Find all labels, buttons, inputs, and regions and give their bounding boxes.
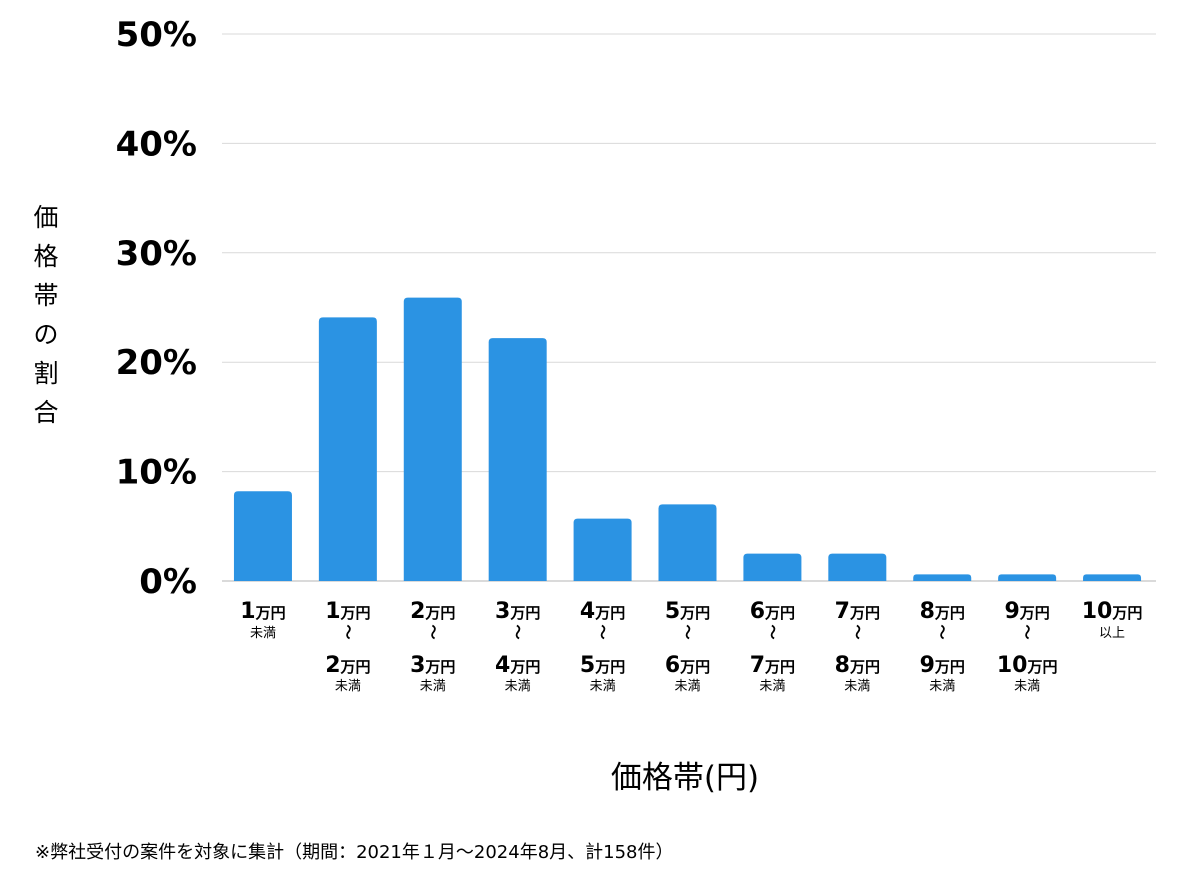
x-tick-tilde: 〜 bbox=[679, 624, 697, 639]
x-tick-price: 10万円 bbox=[997, 653, 1058, 678]
x-tick-note: 以上 bbox=[1099, 626, 1125, 641]
y-axis-label-char: の bbox=[33, 320, 58, 349]
x-tick-price: 5万円 bbox=[665, 599, 710, 624]
x-tick-tilde: 〜 bbox=[1018, 624, 1036, 639]
footnote: ※弊社受付の案件を対象に集計（期間：2021年１月〜2024年8月、計158件） bbox=[35, 842, 674, 863]
x-tick-tilde: 〜 bbox=[594, 624, 612, 639]
x-tick-tilde: 〜 bbox=[763, 624, 781, 639]
x-tick-price: 9万円 bbox=[1004, 599, 1049, 624]
bar bbox=[913, 574, 972, 581]
y-axis-label-char: 価 bbox=[33, 203, 58, 232]
y-tick-label: 50% bbox=[116, 15, 197, 55]
bar bbox=[998, 574, 1057, 581]
y-axis-label-char: 合 bbox=[33, 398, 58, 427]
x-tick-price: 7万円 bbox=[750, 653, 795, 678]
x-tick-note: 未満 bbox=[505, 679, 531, 694]
x-tick-note: 未満 bbox=[335, 679, 361, 694]
x-tick-price: 2万円 bbox=[325, 653, 370, 678]
x-tick-price: 4万円 bbox=[580, 599, 625, 624]
x-tick-note: 未満 bbox=[1014, 679, 1040, 694]
x-tick-price: 5万円 bbox=[580, 653, 625, 678]
x-tick-tilde: 〜 bbox=[424, 624, 442, 639]
x-tick-note: 未満 bbox=[844, 679, 870, 694]
bar bbox=[658, 504, 717, 581]
x-tick-price: 9万円 bbox=[920, 653, 965, 678]
y-tick-label: 20% bbox=[116, 343, 197, 383]
x-tick-price: 8万円 bbox=[835, 653, 880, 678]
x-tick-tilde: 〜 bbox=[339, 624, 357, 639]
x-tick-note: 未満 bbox=[590, 679, 616, 694]
x-tick-note: 未満 bbox=[420, 679, 446, 694]
x-tick-note: 未満 bbox=[250, 626, 276, 641]
x-tick-price: 7万円 bbox=[835, 599, 880, 624]
x-tick-price: 10万円 bbox=[1082, 599, 1143, 624]
y-tick-label: 40% bbox=[116, 124, 197, 164]
x-tick-price: 6万円 bbox=[665, 653, 710, 678]
x-axis-label: 価格帯(円) bbox=[610, 760, 760, 796]
x-tick-price: 1万円 bbox=[325, 599, 370, 624]
y-tick-label: 30% bbox=[116, 234, 197, 274]
x-tick-tilde: 〜 bbox=[848, 624, 866, 639]
bar bbox=[1083, 574, 1142, 581]
bar bbox=[828, 553, 887, 581]
bar bbox=[573, 518, 632, 581]
x-axis-ticks: 1万円未満1万円〜2万円未満2万円〜3万円未満3万円〜4万円未満4万円〜5万円未… bbox=[240, 599, 1142, 694]
y-tick-label: 0% bbox=[139, 562, 197, 602]
x-tick-price: 6万円 bbox=[750, 599, 795, 624]
y-tick-label: 10% bbox=[116, 453, 197, 493]
bar bbox=[403, 297, 462, 581]
y-axis-label-char: 格 bbox=[33, 242, 58, 271]
x-tick-price: 4万円 bbox=[495, 653, 540, 678]
bar bbox=[488, 338, 547, 581]
x-tick-note: 未満 bbox=[674, 679, 700, 694]
bar bbox=[233, 491, 292, 581]
x-tick-price: 1万円 bbox=[240, 599, 285, 624]
x-tick-price: 8万円 bbox=[920, 599, 965, 624]
bar bbox=[743, 553, 802, 581]
y-axis-ticks: 0% 10% 20% 30% 40% 50% bbox=[116, 15, 197, 602]
x-tick-note: 未満 bbox=[929, 679, 955, 694]
y-axis-label-char: 割 bbox=[33, 359, 58, 388]
x-tick-price: 2万円 bbox=[410, 599, 455, 624]
x-tick-note: 未満 bbox=[759, 679, 785, 694]
x-tick-price: 3万円 bbox=[410, 653, 455, 678]
x-tick-tilde: 〜 bbox=[509, 624, 527, 639]
bars bbox=[233, 297, 1142, 581]
x-tick-price: 3万円 bbox=[495, 599, 540, 624]
y-axis-label-char: 帯 bbox=[33, 281, 58, 310]
x-tick-tilde: 〜 bbox=[933, 624, 951, 639]
bar bbox=[318, 317, 377, 581]
